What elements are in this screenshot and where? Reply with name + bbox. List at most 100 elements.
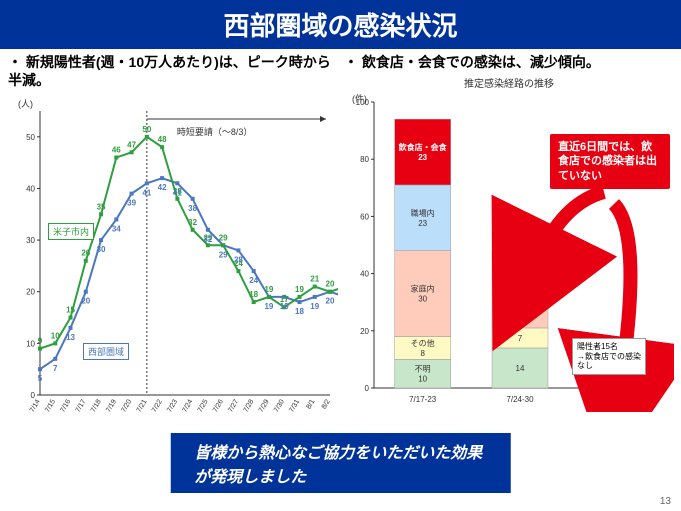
svg-text:0: 0 bbox=[365, 384, 370, 393]
svg-text:10: 10 bbox=[418, 375, 427, 384]
svg-text:29: 29 bbox=[219, 251, 228, 260]
svg-text:20: 20 bbox=[360, 327, 369, 336]
svg-text:14: 14 bbox=[516, 364, 525, 373]
svg-text:23: 23 bbox=[418, 219, 427, 228]
right-bullet: ・ 飲食店・会食での感染は、減少傾向。 bbox=[344, 53, 674, 71]
svg-text:42: 42 bbox=[158, 184, 167, 193]
svg-text:21: 21 bbox=[310, 275, 319, 284]
svg-text:21: 21 bbox=[516, 294, 525, 303]
note-box: 陽性者15名→飲食店での感染なし bbox=[572, 338, 646, 375]
svg-text:8/2: 8/2 bbox=[321, 399, 332, 411]
page-title: 西部圏域の感染状況 bbox=[0, 0, 681, 49]
callout-box: 直近6日間では、飲食店での感染者は出ていない bbox=[550, 134, 670, 189]
svg-text:10: 10 bbox=[26, 340, 35, 349]
right-column: ・ 飲食店・会食での感染は、減少傾向。 推定感染経路の推移 0 20 40 60 80 1… bbox=[344, 53, 674, 433]
svg-text:7/16: 7/16 bbox=[59, 399, 72, 414]
svg-text:7/30: 7/30 bbox=[273, 399, 286, 414]
svg-text:32: 32 bbox=[203, 235, 212, 244]
svg-text:2: 2 bbox=[518, 241, 523, 250]
svg-text:9: 9 bbox=[38, 337, 43, 346]
svg-text:その他: その他 bbox=[411, 338, 435, 348]
svg-text:7/24: 7/24 bbox=[181, 399, 194, 414]
svg-text:19: 19 bbox=[310, 302, 319, 311]
legend-blue: 西部圏域 bbox=[83, 343, 129, 360]
footer-message: 皆様から熱心なご協力をいただいた効果が発現しました bbox=[170, 433, 511, 493]
svg-text:8/1: 8/1 bbox=[306, 399, 317, 411]
svg-text:60: 60 bbox=[360, 213, 369, 222]
svg-text:24: 24 bbox=[249, 276, 258, 285]
svg-text:41: 41 bbox=[142, 189, 151, 198]
svg-text:19: 19 bbox=[280, 302, 289, 311]
svg-text:35: 35 bbox=[97, 203, 106, 212]
svg-text:7/29: 7/29 bbox=[258, 399, 271, 414]
svg-text:20: 20 bbox=[81, 297, 90, 306]
svg-text:29: 29 bbox=[219, 234, 228, 243]
svg-text:13: 13 bbox=[66, 333, 75, 342]
svg-text:7/24-30: 7/24-30 bbox=[506, 395, 534, 404]
svg-text:7/15: 7/15 bbox=[44, 399, 57, 414]
svg-text:7/17-23: 7/17-23 bbox=[409, 395, 437, 404]
left-bullet: ・ 新規陽性者(週・10万人あたり)は、ピーク時から半減。 bbox=[8, 53, 338, 89]
svg-text:7/28: 7/28 bbox=[243, 399, 256, 414]
svg-text:28: 28 bbox=[234, 256, 243, 265]
svg-text:飲食店・会食: 飲食店・会食 bbox=[398, 142, 448, 152]
svg-text:7/31-8/2: 7/31-8/2 bbox=[603, 395, 633, 404]
svg-text:41: 41 bbox=[173, 189, 182, 198]
svg-text:19: 19 bbox=[295, 285, 304, 294]
svg-text:80: 80 bbox=[360, 155, 369, 164]
svg-text:30: 30 bbox=[418, 295, 427, 304]
svg-text:50: 50 bbox=[26, 133, 35, 142]
svg-text:46: 46 bbox=[112, 146, 121, 155]
svg-text:48: 48 bbox=[158, 136, 167, 145]
page-number: 13 bbox=[660, 496, 671, 507]
svg-text:(件): (件) bbox=[352, 93, 367, 104]
svg-text:40: 40 bbox=[360, 270, 369, 279]
svg-text:7/23: 7/23 bbox=[166, 399, 179, 414]
svg-text:(人): (人) bbox=[18, 99, 33, 109]
stacked-bar-chart: 020406080100(件)7/17-237/24-307/31-8/2不明1… bbox=[344, 92, 674, 412]
svg-text:7/17: 7/17 bbox=[75, 399, 88, 414]
svg-text:7/19: 7/19 bbox=[105, 399, 118, 414]
svg-text:7/31: 7/31 bbox=[288, 399, 301, 414]
svg-text:7/25: 7/25 bbox=[197, 399, 210, 414]
svg-text:家庭内: 家庭内 bbox=[411, 284, 435, 294]
svg-text:38: 38 bbox=[188, 204, 197, 213]
content-row: ・ 新規陽性者(週・10万人あたり)は、ピーク時から半減。 0 10 20 30 40 5… bbox=[0, 49, 681, 433]
svg-text:7/26: 7/26 bbox=[212, 399, 225, 414]
svg-text:時短要請（〜8/3）: 時短要請（〜8/3） bbox=[177, 126, 253, 137]
svg-text:30: 30 bbox=[26, 236, 35, 245]
svg-text:不明: 不明 bbox=[415, 365, 431, 374]
svg-text:47: 47 bbox=[127, 141, 136, 150]
right-subtitle: 推定感染経路の推移 bbox=[344, 75, 674, 90]
svg-text:20: 20 bbox=[326, 297, 335, 306]
svg-text:18: 18 bbox=[249, 290, 258, 299]
svg-text:職場内: 職場内 bbox=[411, 208, 435, 218]
svg-text:20: 20 bbox=[26, 288, 35, 297]
svg-text:20: 20 bbox=[326, 280, 335, 289]
svg-text:7/20: 7/20 bbox=[120, 399, 133, 414]
legend-green: 米子市内 bbox=[48, 223, 94, 240]
svg-text:7/21: 7/21 bbox=[136, 399, 149, 414]
svg-text:10: 10 bbox=[51, 332, 60, 341]
svg-text:39: 39 bbox=[127, 199, 136, 208]
svg-text:26: 26 bbox=[81, 249, 90, 258]
svg-text:7/14: 7/14 bbox=[29, 399, 42, 414]
svg-text:8: 8 bbox=[420, 349, 425, 358]
line-chart: 01020304050(人)7/147/157/167/177/187/197/… bbox=[8, 93, 338, 433]
svg-text:32: 32 bbox=[188, 218, 197, 227]
svg-text:15: 15 bbox=[66, 306, 75, 315]
svg-text:34: 34 bbox=[112, 225, 121, 234]
svg-text:7: 7 bbox=[518, 334, 523, 343]
svg-text:19: 19 bbox=[264, 285, 273, 294]
svg-text:7/18: 7/18 bbox=[90, 399, 103, 414]
svg-text:7/22: 7/22 bbox=[151, 399, 164, 414]
svg-text:40: 40 bbox=[26, 185, 35, 194]
svg-text:7: 7 bbox=[53, 364, 58, 373]
svg-text:7/27: 7/27 bbox=[227, 399, 240, 414]
svg-text:50: 50 bbox=[142, 125, 151, 134]
left-column: ・ 新規陽性者(週・10万人あたり)は、ピーク時から半減。 0102030405… bbox=[8, 53, 338, 433]
svg-text:18: 18 bbox=[295, 307, 304, 316]
svg-text:5: 5 bbox=[38, 375, 43, 384]
svg-text:19: 19 bbox=[264, 302, 273, 311]
svg-text:30: 30 bbox=[97, 245, 106, 254]
